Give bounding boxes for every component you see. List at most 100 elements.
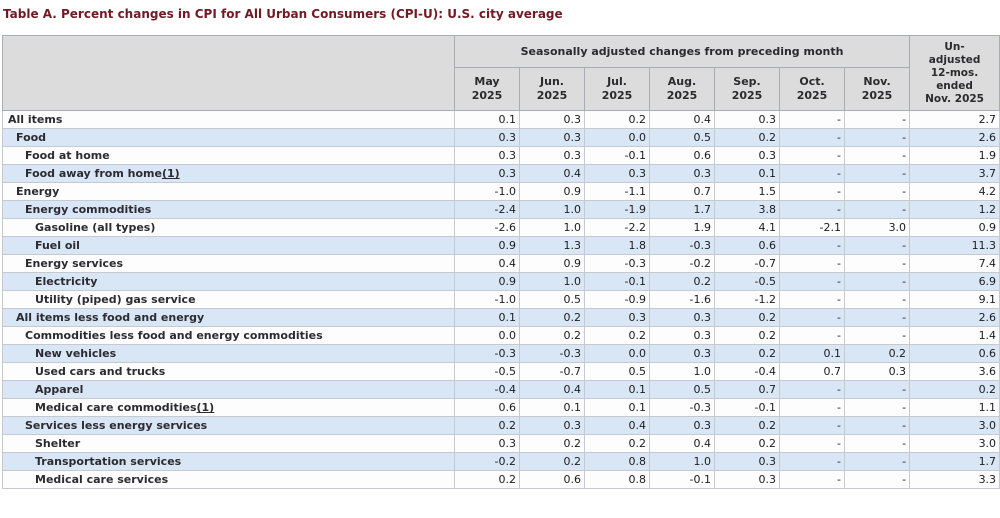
value-cell: 0.3 [519, 128, 585, 147]
value-cell: 2.6 [909, 128, 1000, 147]
value-cell: - [779, 416, 845, 435]
value-cell: 1.0 [519, 272, 585, 291]
value-cell: 0.3 [454, 434, 520, 453]
value-cell: -0.5 [714, 272, 780, 291]
value-cell: 0.2 [519, 452, 585, 471]
value-cell: 0.2 [584, 110, 650, 129]
value-cell: 0.3 [714, 146, 780, 165]
value-cell: 0.1 [454, 308, 520, 327]
value-cell: - [779, 470, 845, 489]
row-label: All items [2, 110, 455, 129]
row-label: All items less food and energy [2, 308, 455, 327]
month-column-header: Jun. 2025 [519, 67, 585, 111]
row-label: Commodities less food and energy commodi… [2, 326, 455, 345]
value-cell: 0.3 [454, 164, 520, 183]
value-cell: 0.4 [454, 254, 520, 273]
value-cell: -1.2 [714, 290, 780, 309]
row-label-text: Utility (piped) gas service [35, 293, 196, 306]
row-label: Food at home [2, 146, 455, 165]
table-row: Transportation services -0.2 0.2 0.8 1.0 0.3-… [2, 452, 1000, 471]
value-cell: - [779, 146, 845, 165]
table-row: Used cars and trucks -0.5 -0.7 0.5 1.0 -0.4 0.… [2, 362, 1000, 381]
value-cell: 0.4 [649, 434, 715, 453]
value-cell: 0.1 [584, 398, 650, 417]
value-cell: - [779, 326, 845, 345]
value-cell: - [779, 200, 845, 219]
value-cell: 0.0 [584, 344, 650, 363]
value-cell: 1.9 [909, 146, 1000, 165]
value-cell: 3.6 [909, 362, 1000, 381]
value-cell: - [843, 452, 911, 471]
value-cell: 0.9 [454, 236, 520, 255]
value-cell: 3.3 [909, 470, 1000, 489]
value-cell: -2.6 [454, 218, 520, 237]
table-row: All items less food and energy 0.1 0.2 0.3 0… [2, 308, 1000, 327]
table-row: Apparel -0.4 0.4 0.1 0.5 0.7- -0.2 [2, 380, 1000, 399]
row-label-text: All items [8, 113, 63, 126]
row-label: Medical care commodities(1) [2, 398, 455, 417]
value-cell: 0.9 [519, 254, 585, 273]
value-cell: 3.0 [843, 218, 911, 237]
value-cell: - [843, 146, 911, 165]
cpi-table-container: Seasonally adjusted changes from precedi… [2, 35, 1000, 489]
value-cell: 0.6 [714, 236, 780, 255]
value-cell: 3.0 [909, 416, 1000, 435]
table-row: Utility (piped) gas service -1.0 0.5 -0.9 -1… [2, 290, 1000, 309]
value-cell: - [843, 236, 911, 255]
value-cell: - [779, 236, 845, 255]
value-cell: - [843, 128, 911, 147]
value-cell: -1.9 [584, 200, 650, 219]
value-cell: 0.5 [584, 362, 650, 381]
table-row: Medical care services 0.2 0.6 0.8 -0.1 0.3- -3… [2, 470, 1000, 489]
value-cell: 0.9 [519, 182, 585, 201]
value-cell: 0.6 [454, 398, 520, 417]
value-cell: 0.2 [714, 434, 780, 453]
value-cell: 1.7 [649, 200, 715, 219]
footnote-link[interactable]: (1) [196, 401, 215, 414]
value-cell: 0.3 [714, 110, 780, 129]
value-cell: 0.2 [519, 308, 585, 327]
table-row: All items 0.1 0.3 0.2 0.4 0.3- -2.7 [2, 110, 1000, 129]
value-cell: 0.3 [714, 452, 780, 471]
value-cell: 1.0 [519, 200, 585, 219]
value-cell: 0.3 [843, 362, 911, 381]
value-cell: 3.7 [909, 164, 1000, 183]
value-cell: -0.1 [584, 146, 650, 165]
value-cell: 0.3 [584, 164, 650, 183]
value-cell: - [779, 164, 845, 183]
row-label-text: Food away from home [25, 167, 162, 180]
seasonally-adjusted-group-header: Seasonally adjusted changes from precedi… [453, 35, 911, 68]
table-row: Commodities less food and energy commodi… [2, 326, 1000, 345]
value-cell: 0.2 [714, 308, 780, 327]
table-row: Food at home 0.3 0.3 -0.1 0.6 0.3- -1.9 [2, 146, 1000, 165]
value-cell: - [843, 290, 911, 309]
month-column-header: Nov. 2025 [843, 67, 911, 111]
value-cell: 0.2 [519, 434, 585, 453]
footnote-link[interactable]: (1) [161, 167, 180, 180]
value-cell: 0.3 [519, 416, 585, 435]
table-row: New vehicles -0.3 -0.3 0.0 0.3 0.2 0.1 0.2 0.6 [2, 344, 1000, 363]
value-cell: 0.8 [584, 470, 650, 489]
page-title: Table A. Percent changes in CPI for All … [3, 7, 563, 21]
value-cell: 0.1 [714, 164, 780, 183]
value-cell: 0.3 [649, 326, 715, 345]
value-cell: 0.2 [909, 380, 1000, 399]
row-label-text: Electricity [35, 275, 98, 288]
value-cell: 0.9 [909, 218, 1000, 237]
value-cell: 2.7 [909, 110, 1000, 129]
value-cell: -0.1 [649, 470, 715, 489]
value-cell: 0.2 [584, 434, 650, 453]
value-cell: -0.2 [649, 254, 715, 273]
value-cell: 0.4 [584, 416, 650, 435]
value-cell: - [843, 416, 911, 435]
value-cell: -0.2 [454, 452, 520, 471]
value-cell: 0.7 [714, 380, 780, 399]
value-cell: -1.0 [454, 290, 520, 309]
month-header-row: May 2025 Jun. 2025 Jul. 2025 Aug. 2025 Sep. … [3, 67, 1000, 111]
value-cell: 0.8 [584, 452, 650, 471]
value-cell: 0.2 [843, 344, 911, 363]
value-cell: -0.1 [584, 272, 650, 291]
row-label-text: Food [16, 131, 47, 144]
row-label-text: Apparel [35, 383, 84, 396]
value-cell: -0.5 [454, 362, 520, 381]
